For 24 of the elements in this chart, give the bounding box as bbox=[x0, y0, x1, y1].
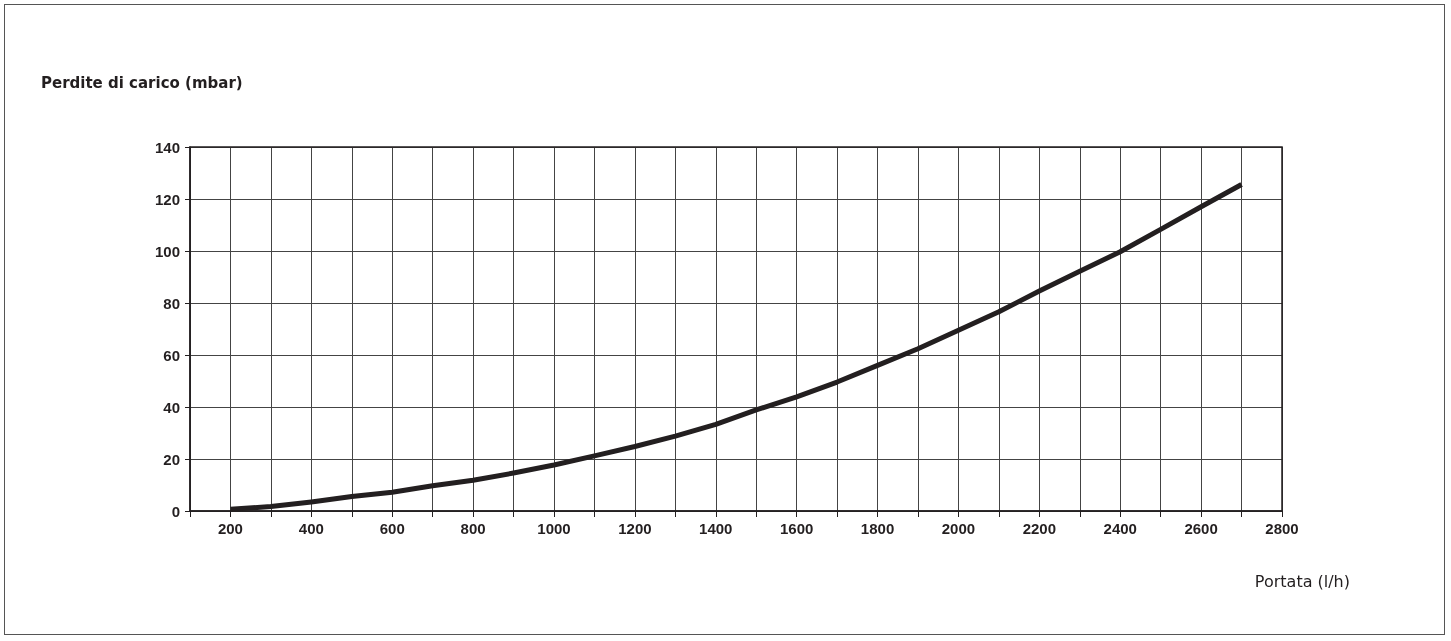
y-tick-label: 100 bbox=[154, 242, 180, 260]
x-tick-label: 1000 bbox=[537, 520, 571, 537]
x-tick-label: 2400 bbox=[1103, 520, 1137, 537]
x-tick-label: 1400 bbox=[699, 520, 733, 537]
x-tick-label: 1200 bbox=[618, 520, 652, 537]
y-tick-label: 40 bbox=[163, 398, 180, 416]
y-axis-title: Perdite di carico (mbar) bbox=[41, 73, 243, 92]
x-tick-label: 400 bbox=[298, 520, 324, 537]
x-tick-label: 600 bbox=[379, 520, 405, 537]
x-tick-label: 1800 bbox=[860, 520, 895, 537]
x-tick-label: 2000 bbox=[941, 520, 976, 537]
x-tick-label: 1600 bbox=[779, 520, 814, 537]
x-tick-label: 2200 bbox=[1022, 520, 1057, 537]
x-tick-label: 2600 bbox=[1184, 520, 1218, 537]
y-tick-label: 60 bbox=[163, 346, 180, 364]
y-tick-label: 120 bbox=[154, 190, 180, 208]
y-tick-label: 140 bbox=[154, 138, 180, 156]
x-tick-label: 200 bbox=[217, 520, 243, 537]
x-tick-label: 800 bbox=[460, 520, 486, 537]
y-tick-label: 80 bbox=[163, 294, 180, 312]
y-tick-label: 20 bbox=[163, 450, 180, 468]
y-tick-label: 0 bbox=[171, 502, 180, 520]
x-tick-label: 2800 bbox=[1265, 520, 1299, 537]
x-axis-title: Portata (l/h) bbox=[1254, 571, 1351, 591]
